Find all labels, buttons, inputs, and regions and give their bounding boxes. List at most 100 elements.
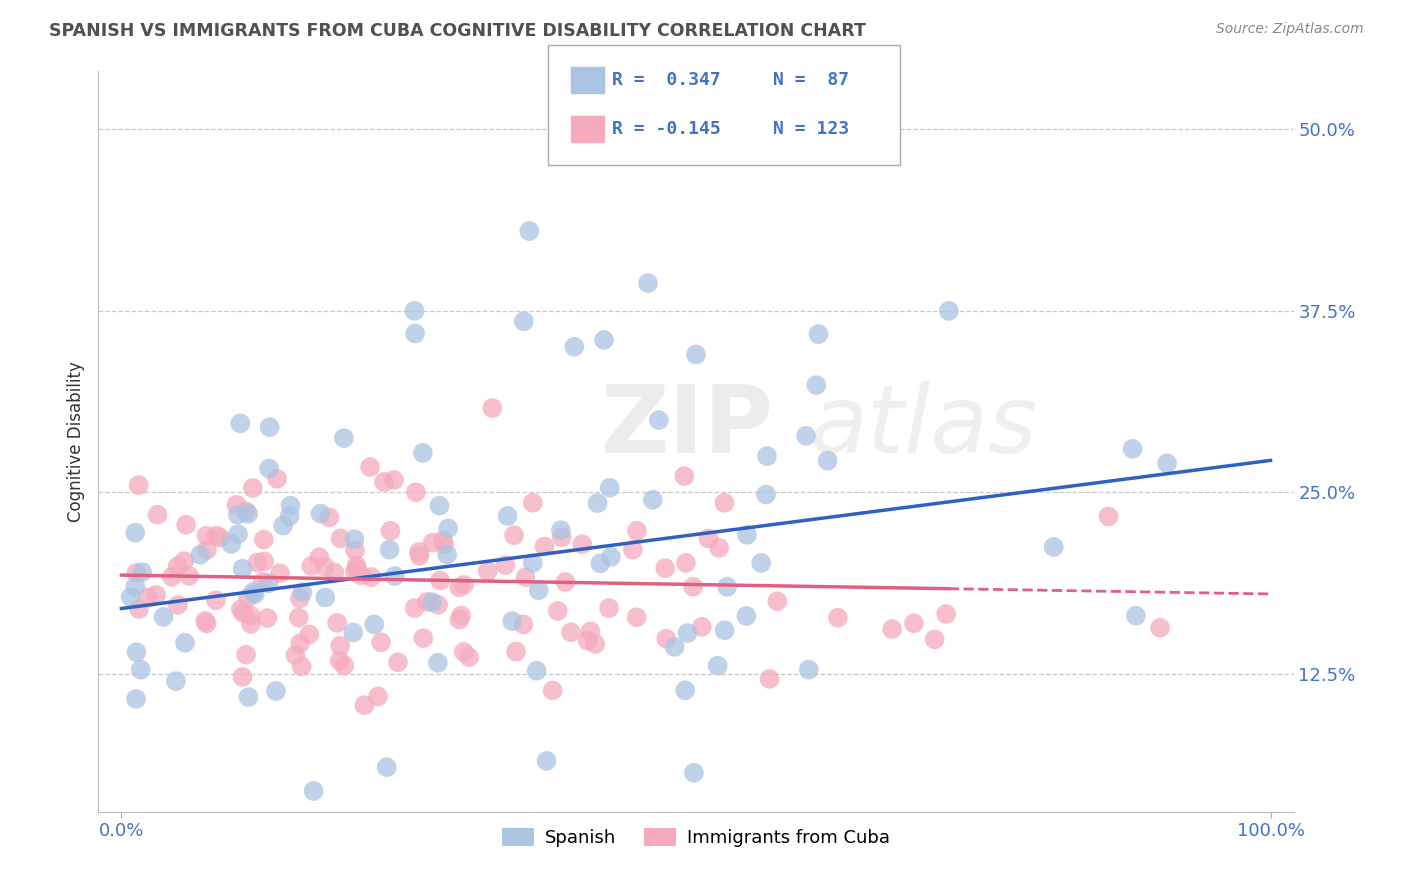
Y-axis label: Cognitive Disability: Cognitive Disability [66,361,84,522]
Point [707,541,730,555]
Point [174,636,197,650]
Point [314,559,336,574]
Point [257,576,280,591]
Point [697,532,720,546]
Point [129,663,152,677]
Point [124,580,146,594]
Point [125,645,148,659]
Text: R = -0.145: R = -0.145 [612,120,720,138]
Point [253,533,276,547]
Point [346,561,368,575]
Point [242,481,264,495]
Point [353,698,375,713]
Point [174,517,197,532]
Point [685,347,707,361]
Point [1156,456,1178,470]
Point [512,617,534,632]
Point [554,574,576,589]
Point [329,654,352,668]
Point [165,674,187,689]
Point [449,580,471,594]
Point [735,609,758,624]
Point [236,507,259,521]
Point [405,485,427,500]
Point [797,663,820,677]
Point [329,639,352,653]
Point [682,580,704,594]
Point [501,614,523,628]
Point [239,608,262,623]
Point [226,508,249,522]
Point [367,690,389,704]
Point [935,607,957,621]
Point [195,542,218,557]
Point [412,631,434,645]
Point [477,564,499,578]
Point [412,446,434,460]
Point [350,568,373,582]
Point [329,532,352,546]
Point [533,540,555,554]
Point [242,585,264,599]
Point [673,683,696,698]
Point [690,620,713,634]
Point [288,591,311,606]
Point [128,478,150,492]
Point [243,587,266,601]
Point [1042,540,1064,554]
Point [513,314,536,328]
Point [676,626,699,640]
Point [675,556,697,570]
Point [758,672,780,686]
Point [205,528,228,542]
Point [436,548,458,562]
Point [145,588,167,602]
Point [173,554,195,568]
Text: Source: ZipAtlas.com: Source: ZipAtlas.com [1216,22,1364,37]
Point [239,616,262,631]
Point [120,590,142,604]
Text: N = 123: N = 123 [773,120,849,138]
Point [124,525,146,540]
Point [167,598,190,612]
Point [547,604,569,618]
Point [404,326,426,341]
Text: R =  0.347: R = 0.347 [612,71,720,89]
Point [641,492,664,507]
Point [571,537,593,551]
Point [253,554,276,568]
Point [404,601,426,615]
Point [229,602,252,616]
Point [298,627,321,641]
Point [458,650,481,665]
Point [160,570,183,584]
Point [333,431,356,445]
Point [238,690,260,704]
Point [177,569,200,583]
Text: SPANISH VS IMMIGRANTS FROM CUBA COGNITIVE DISABILITY CORRELATION CHART: SPANISH VS IMMIGRANTS FROM CUBA COGNITIV… [49,22,866,40]
Point [128,602,150,616]
Point [404,304,426,318]
Point [363,617,385,632]
Point [526,664,548,678]
Point [408,549,430,563]
Point [373,475,395,489]
Point [1122,442,1144,456]
Point [225,498,247,512]
Point [756,449,779,463]
Point [422,535,444,549]
Point [378,542,401,557]
Point [621,542,644,557]
Point [269,566,291,581]
Point [924,632,946,647]
Point [1125,608,1147,623]
Point [278,509,301,524]
Point [517,224,540,238]
Point [494,558,516,572]
Point [827,611,849,625]
Point [637,276,659,290]
Point [522,556,544,570]
Point [299,559,322,574]
Point [515,570,537,584]
Point [420,595,443,609]
